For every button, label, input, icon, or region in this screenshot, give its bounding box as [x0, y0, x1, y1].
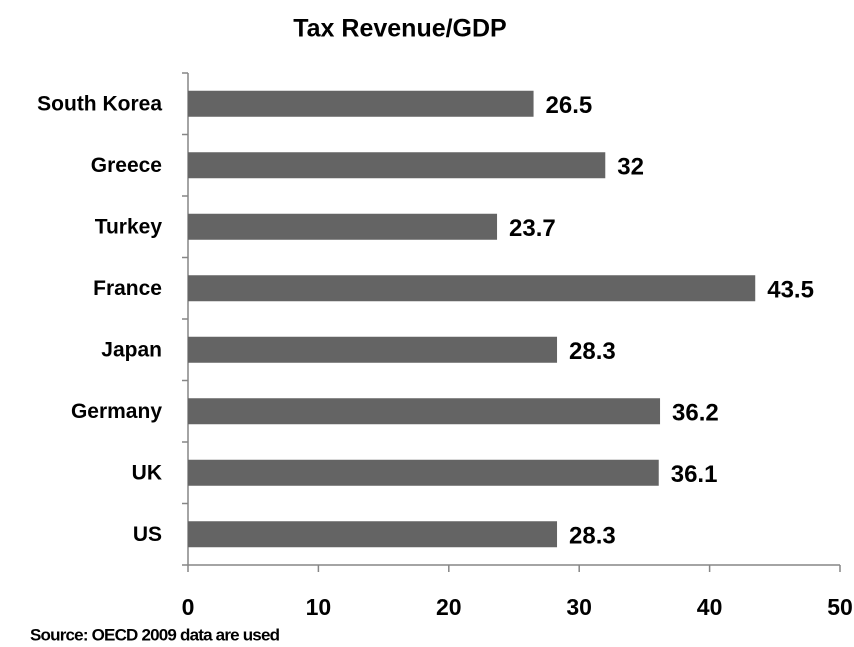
x-tick-label: 30 [566, 594, 592, 620]
value-label: 32 [617, 154, 644, 181]
y-tick-label: Japan [101, 338, 162, 361]
bar [188, 275, 756, 302]
x-tick-label: 20 [436, 594, 462, 620]
bar [188, 213, 498, 240]
value-label: 43.5 [767, 277, 814, 304]
value-label: 28.3 [569, 523, 616, 550]
value-label: 36.1 [671, 461, 718, 488]
y-tick-label: Greece [91, 154, 162, 177]
bar [188, 521, 558, 548]
y-tick-label: US [133, 523, 162, 546]
x-tick-label: 0 [182, 594, 195, 620]
y-tick-label: South Korea [37, 92, 162, 115]
bar [188, 336, 558, 363]
y-tick-label: UK [132, 461, 162, 484]
x-tick-label: 50 [827, 594, 853, 620]
value-label: 36.2 [672, 400, 719, 427]
bar [188, 90, 534, 117]
y-tick-label: Turkey [95, 215, 163, 238]
value-label: 23.7 [509, 215, 556, 242]
bar [188, 152, 606, 179]
value-label: 26.5 [546, 92, 593, 119]
y-tick-label: Germany [71, 400, 162, 423]
x-tick-label: 10 [306, 594, 332, 620]
bar [188, 398, 661, 425]
chart-title: Tax Revenue/GDP [293, 15, 507, 43]
source-note: Source: OECD 2009 data are used [30, 625, 280, 644]
y-tick-label: France [93, 277, 162, 300]
value-label: 28.3 [569, 338, 616, 365]
bar [188, 459, 659, 486]
x-tick-label: 40 [697, 594, 723, 620]
